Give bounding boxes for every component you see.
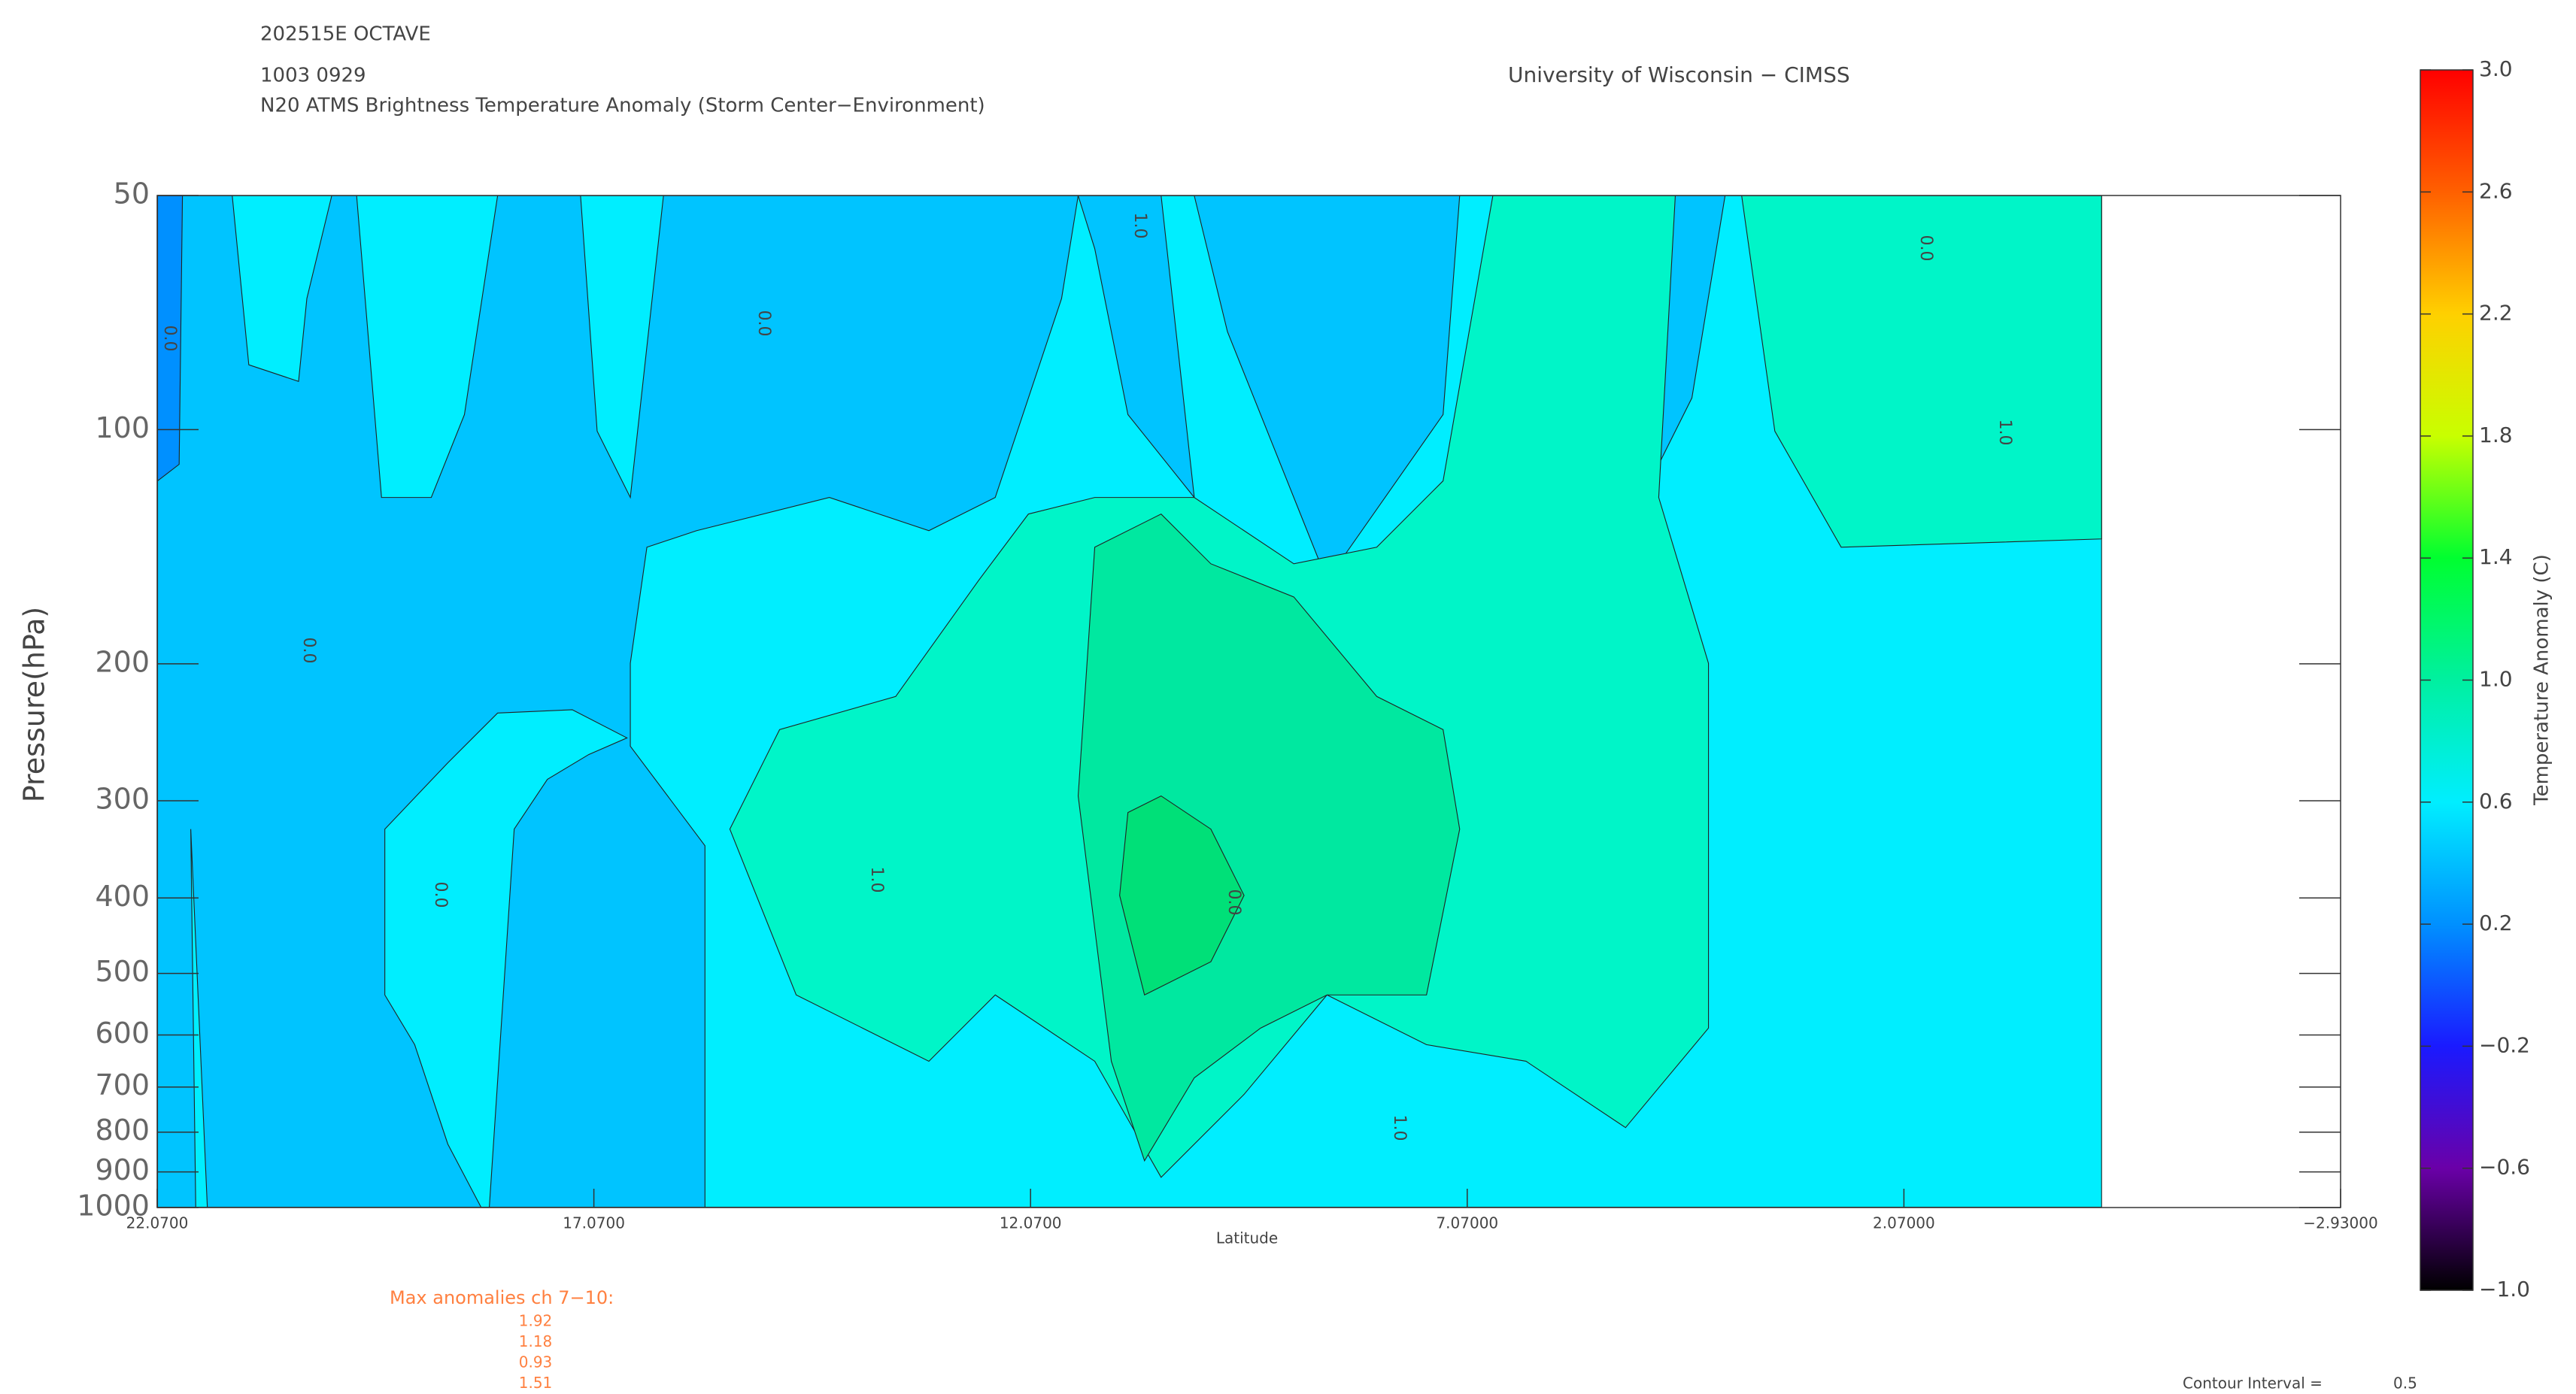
y-tick-label: 400 [95, 880, 150, 913]
y-tick-label: 900 [95, 1153, 150, 1186]
colorbar-tick-label: 2.6 [2479, 178, 2513, 203]
max-anomaly: 1.18 [519, 1332, 553, 1350]
y-tick-label: 200 [95, 645, 150, 678]
contour-label: 0.0 [1224, 889, 1243, 916]
x-tick-label: 7.07000 [1436, 1214, 1498, 1232]
x-tick-label: −2.93000 [2303, 1214, 2377, 1232]
contour-label: 1.0 [867, 867, 886, 893]
contour-label: 0.0 [431, 882, 450, 908]
contour-label: 0.0 [1916, 235, 1935, 262]
y-tick-label: 600 [95, 1017, 150, 1050]
max-anomaly: 1.92 [519, 1312, 553, 1330]
x-tick-label: 22.0700 [126, 1214, 189, 1232]
header-line: 1003 0929 [260, 65, 366, 87]
y-tick-label: 800 [95, 1114, 150, 1147]
contour-interval-label: Contour Interval = [2183, 1374, 2323, 1392]
colorbar-tick-label: −0.6 [2479, 1155, 2530, 1180]
contour-label: 0.0 [754, 311, 773, 337]
y-tick-label: 100 [95, 411, 150, 444]
plot-frame [156, 195, 2341, 1208]
colorbar-tick-label: 3.0 [2479, 56, 2513, 81]
colorbar-tick-label: −0.2 [2479, 1032, 2530, 1057]
institution: University of Wisconsin − CIMSS [1508, 62, 1850, 87]
colorbar-tick-label: −1.0 [2479, 1277, 2530, 1302]
contour-label: 0.0 [299, 638, 318, 664]
x-tick-label: 17.0700 [563, 1214, 625, 1232]
colorbar-tick-label: 0.2 [2479, 911, 2513, 935]
y-tick-label: 50 [114, 177, 150, 211]
max-anomalies-title: Max anomalies ch 7−10: [390, 1287, 614, 1308]
contour-label: 0.0 [160, 326, 179, 352]
contour-label: 1.0 [1390, 1115, 1409, 1141]
y-tick-label: 700 [95, 1068, 150, 1102]
contour-label: 1.0 [1130, 213, 1149, 239]
x-tick-label: 2.07000 [1873, 1214, 1935, 1232]
contour-interval: 0.5 [2393, 1374, 2417, 1392]
max-anomaly: 0.93 [519, 1353, 553, 1371]
y-tick-label: 500 [95, 955, 150, 988]
colorbar-tick-label: 1.4 [2479, 544, 2513, 569]
colorbar-tick-label: 0.6 [2479, 789, 2513, 814]
max-anomaly: 1.51 [519, 1374, 553, 1391]
colorbar-tick-label: 2.2 [2479, 301, 2513, 326]
colorbar-tick-label: 1.8 [2479, 423, 2513, 447]
contour-field [156, 195, 2102, 1208]
y-axis-label: Pressure(hPa) [18, 607, 51, 803]
colorbar-label: Temperature Anomaly (C) [2531, 554, 2553, 806]
y-tick-label: 1000 [77, 1189, 150, 1223]
chart-title: N20 ATMS Brightness Temperature Anomaly … [260, 95, 985, 117]
colorbar-tick-label: 1.0 [2479, 667, 2513, 692]
x-tick-label: 12.0700 [1000, 1214, 1062, 1232]
header-line: 202515E OCTAVE [260, 23, 431, 46]
y-tick-label: 300 [95, 783, 150, 816]
x-axis-label: Latitude [1216, 1229, 1278, 1247]
contour-label: 1.0 [1995, 420, 2014, 446]
